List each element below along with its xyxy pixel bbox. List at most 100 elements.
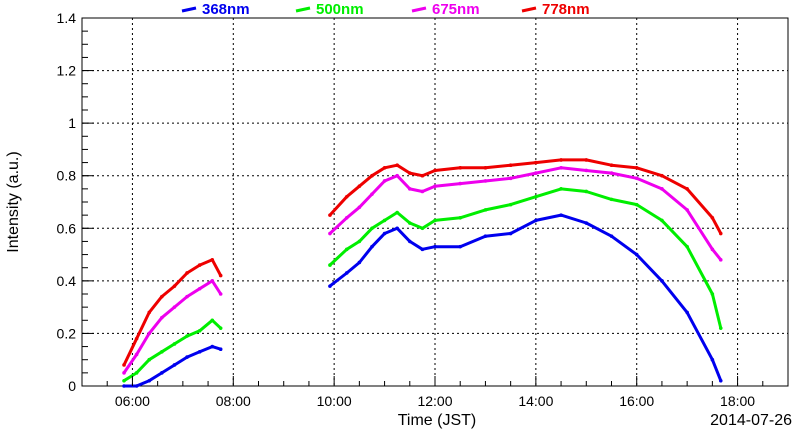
data-point: [710, 292, 715, 296]
data-point: [420, 226, 425, 231]
series-675nm: [122, 166, 723, 375]
data-point: [660, 218, 664, 223]
data-point: [185, 271, 189, 275]
data-point: [584, 158, 589, 162]
data-point: [534, 171, 538, 175]
y-tick-label: 1.4: [57, 10, 77, 26]
data-point: [634, 166, 639, 170]
data-point: [134, 336, 139, 341]
data-point: [458, 215, 463, 220]
data-point: [160, 294, 164, 299]
data-point: [634, 176, 639, 181]
data-point: [357, 239, 362, 244]
data-point: [185, 355, 189, 359]
data-point: [508, 231, 513, 236]
y-axis-title: Intensity (a.u.): [5, 151, 22, 252]
legend-label: 368nm: [202, 1, 250, 18]
data-point: [197, 350, 202, 354]
data-point: [433, 244, 437, 249]
data-point: [584, 189, 589, 194]
legend-swatch: [181, 6, 197, 13]
axes: 06:00 08:00 10:00 12:00 14:00 16:00 18:00 0 0.2 0…: [57, 10, 789, 409]
data-point: [370, 192, 374, 196]
y-tick-label: 1.2: [57, 63, 77, 79]
x-tick-label: 10:00: [317, 393, 352, 409]
data-point: [420, 189, 425, 194]
data-point: [172, 305, 177, 309]
y-tick-label: 0: [68, 378, 76, 394]
data-point: [685, 208, 689, 212]
data-point: [185, 294, 189, 299]
legend-label: 500nm: [316, 1, 364, 18]
data-point: [685, 244, 689, 249]
data-point: [718, 231, 723, 236]
data-point: [420, 173, 425, 178]
data-point: [407, 171, 412, 175]
data-point: [122, 384, 126, 388]
data-point: [407, 239, 412, 244]
y-tick-label: 0.6: [57, 220, 77, 236]
data-point: [160, 371, 164, 375]
y-tick-label: 0.4: [57, 273, 77, 289]
x-axis-title: Time (JST): [398, 412, 477, 429]
data-point: [395, 226, 399, 231]
data-point: [483, 234, 488, 238]
data-point: [634, 252, 639, 257]
data-point: [382, 179, 387, 183]
data-point: [634, 202, 639, 207]
legend: 368nm 500nm 675nm 778nm: [181, 1, 590, 18]
y-tick-label: 0.2: [57, 325, 77, 341]
data-point: [197, 263, 202, 267]
data-point: [147, 357, 152, 362]
data-point: [609, 163, 614, 167]
data-point: [508, 202, 513, 207]
data-point: [559, 187, 563, 191]
data-point: [328, 231, 332, 236]
data-point: [395, 210, 399, 215]
data-point: [370, 226, 374, 231]
data-point: [122, 378, 126, 383]
data-point: [328, 284, 332, 288]
data-point: [218, 347, 223, 352]
data-point: [395, 173, 399, 178]
data-point: [458, 166, 463, 170]
x-tick-label: 12:00: [417, 393, 452, 409]
data-point: [160, 350, 164, 354]
legend-swatch: [521, 6, 537, 13]
data-point: [210, 344, 215, 349]
data-point: [660, 279, 664, 283]
y-tick-label: 1: [68, 115, 76, 131]
data-point: [122, 371, 126, 375]
data-point: [710, 357, 715, 362]
data-point: [718, 326, 723, 330]
data-point: [147, 310, 152, 315]
data-point: [344, 271, 349, 275]
data-point: [534, 160, 538, 165]
series-500nm: [122, 187, 723, 383]
data-point: [197, 329, 202, 333]
data-point: [407, 187, 412, 191]
data-point: [357, 184, 362, 189]
data-point: [328, 263, 332, 267]
data-point: [458, 181, 463, 186]
data-point: [344, 194, 349, 199]
data-point: [433, 168, 437, 173]
data-point: [172, 342, 177, 346]
data-point: [197, 286, 202, 291]
data-point: [483, 166, 488, 170]
legend-swatch: [411, 6, 427, 13]
data-point: [328, 213, 332, 217]
data-point: [134, 371, 139, 375]
data-point: [357, 260, 362, 265]
data-point: [534, 194, 538, 199]
data-point: [185, 334, 189, 338]
legend-label: 675nm: [432, 1, 480, 18]
data-point: [534, 218, 538, 223]
data-point: [433, 184, 437, 189]
data-point: [122, 363, 126, 367]
data-point: [483, 179, 488, 183]
series-778nm: [122, 158, 723, 367]
data-point: [584, 221, 589, 225]
data-point: [370, 173, 374, 178]
